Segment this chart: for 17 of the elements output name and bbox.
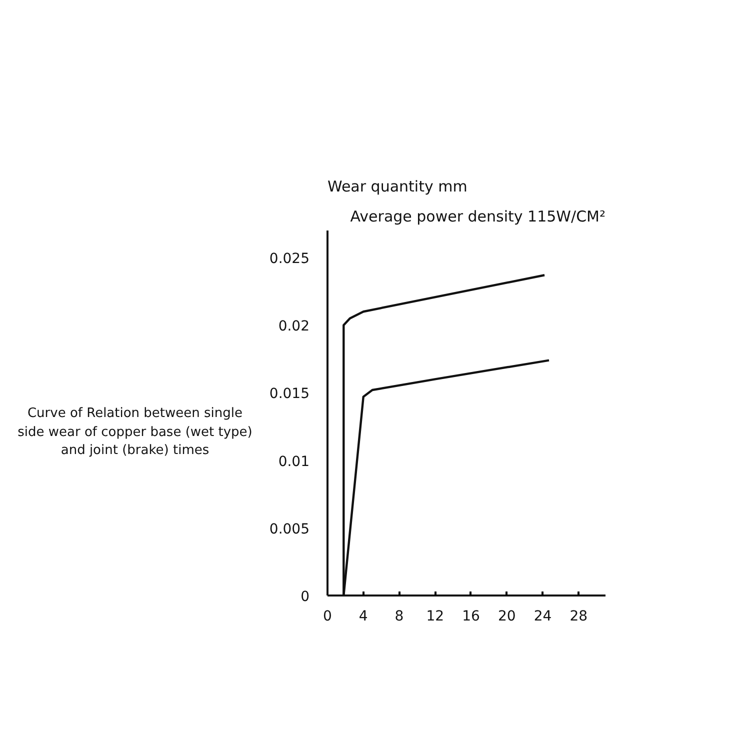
- text: Average power density 115W/CM²: [350, 208, 606, 226]
- x-tick-label: 8: [394, 608, 404, 624]
- y-tick-label: 0.02: [278, 318, 310, 335]
- y-tick-label: 0.005: [269, 521, 310, 538]
- x-tick-label: 4: [358, 608, 368, 624]
- text: Curve of Relation between single side wear of copper base (wet type) and joint (brake) times: [16, 405, 254, 460]
- x-tick-label: 28: [570, 608, 588, 624]
- y-tick-label: 0: [300, 589, 310, 605]
- x-tick-label: 16: [462, 608, 480, 624]
- y-tick-label: 0.015: [269, 386, 310, 402]
- x-tick-label: 24: [534, 608, 552, 624]
- y-tick-label: 0.01: [278, 454, 310, 470]
- x-tick-label: 0: [323, 608, 332, 624]
- x-tick-label: 20: [498, 608, 516, 624]
- x-tick-label: 12: [426, 608, 444, 624]
- y-tick-label: 0.025: [269, 251, 310, 268]
- y-axis-title: Wear quantity mm: [328, 178, 468, 196]
